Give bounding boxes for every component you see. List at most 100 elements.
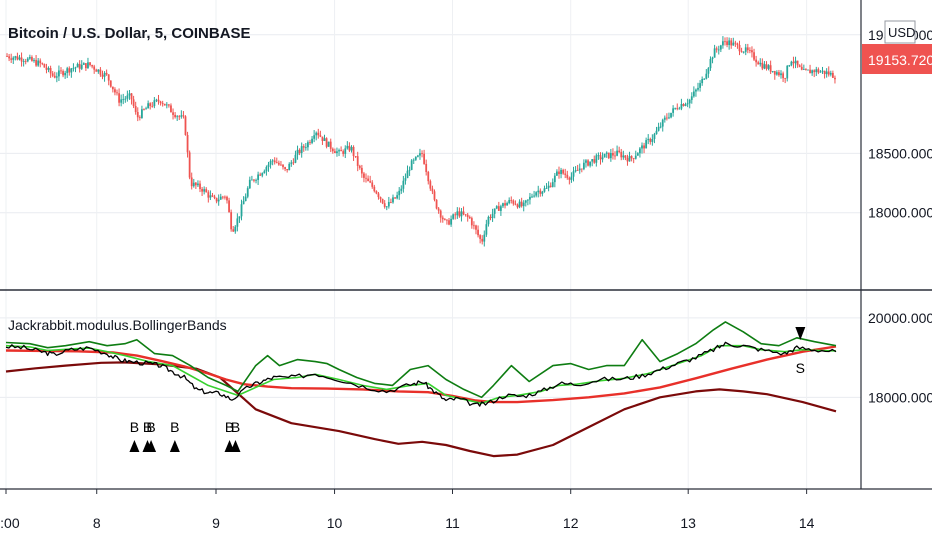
candle-body [37, 60, 40, 66]
candle-body [238, 216, 241, 219]
candle-body [624, 155, 627, 158]
candle-body [601, 157, 604, 160]
candle-body [246, 188, 249, 197]
candle-body [155, 99, 158, 101]
candle-body [70, 68, 73, 73]
candle-body [45, 67, 48, 70]
candle-body [118, 93, 120, 103]
series-basis-fast [5, 344, 837, 405]
candle-body [321, 136, 324, 141]
candle-body [558, 171, 560, 175]
indicator-pane[interactable]: B BB B BBS [5, 321, 837, 458]
candle-body [385, 206, 388, 208]
candle-body [132, 99, 135, 106]
candle-body [151, 105, 154, 107]
candle-body [120, 99, 123, 103]
candle-body [95, 69, 98, 72]
candle-body [141, 109, 143, 118]
candle-body [313, 135, 316, 139]
candle-body [221, 196, 224, 198]
candle-body [165, 104, 168, 106]
candle-body [18, 57, 21, 60]
candle-body [522, 202, 525, 207]
candle-body [605, 152, 608, 154]
candle-body [618, 150, 621, 153]
candle-body [134, 105, 137, 113]
candle-body [454, 214, 457, 216]
candle-body [529, 196, 531, 200]
candle-body [670, 112, 672, 118]
candle-body [481, 238, 484, 242]
candle-body [578, 168, 581, 171]
candle-body [253, 179, 255, 181]
candle-body [769, 65, 772, 72]
candle-body [346, 145, 349, 149]
candle-body [495, 206, 498, 209]
candle-body [487, 216, 490, 225]
candle-body [390, 202, 392, 203]
price-tick-label: 18500.0000 [868, 145, 932, 161]
vertical-grid [5, 0, 808, 489]
candle-body [163, 103, 166, 106]
candle-body [371, 182, 374, 187]
candle-body [228, 200, 230, 213]
candle-body [242, 201, 245, 205]
candle-body [753, 52, 755, 60]
buy-label: B [146, 419, 155, 435]
candle-body [734, 42, 737, 44]
candle-body [580, 168, 583, 170]
time-tick-label: 10 [327, 515, 343, 531]
candle-body [408, 169, 411, 171]
candle-body [431, 188, 434, 192]
candle-body [738, 44, 741, 52]
candle-body [398, 190, 401, 196]
candle-body [475, 225, 477, 230]
last-price-tag: 19153.7200 [862, 44, 932, 74]
candle-body [543, 188, 546, 192]
candle-body [674, 107, 677, 109]
candle-body [726, 41, 728, 45]
candle-body [697, 87, 699, 90]
candle-body [402, 180, 405, 189]
candle-body [663, 117, 666, 120]
price-pane[interactable] [6, 36, 836, 247]
price-tick-label: 18000.0000 [868, 205, 932, 221]
candle-body [719, 45, 722, 50]
candle-body [607, 152, 610, 159]
candle-body [470, 218, 473, 226]
candle-body [174, 114, 177, 118]
candle-body [468, 217, 471, 219]
currency-label: USD [888, 25, 915, 40]
indicator-tick-label: 18000.0000 [868, 389, 932, 405]
candle-body [593, 159, 596, 163]
candle-body [8, 56, 11, 59]
candle-body [178, 116, 181, 118]
candle-body [736, 43, 739, 45]
candle-body [655, 130, 658, 135]
candle-body [12, 57, 15, 60]
candle-body [93, 66, 96, 70]
candle-body [446, 219, 448, 221]
candle-body [628, 156, 631, 162]
last-price-value: 19153.7200 [868, 52, 932, 68]
candle-body [427, 171, 430, 182]
candle-body [732, 42, 735, 46]
time-axis[interactable]: 6:00 8 9 10 11 12 13 14 [0, 489, 815, 531]
candle-body [290, 162, 293, 164]
candle-body [443, 219, 446, 221]
candle-body [767, 65, 770, 69]
candle-body [78, 63, 81, 69]
candle-body [294, 154, 297, 163]
candle-body [180, 115, 183, 117]
candle-body [315, 132, 318, 136]
candle-body [701, 79, 704, 84]
candle-body [49, 68, 52, 74]
candle-body [400, 188, 403, 191]
candle-body [425, 163, 428, 172]
candle-body [72, 67, 75, 69]
candle-body [292, 162, 295, 164]
candle-body [375, 191, 378, 194]
currency-badge[interactable]: USD [884, 20, 916, 44]
candle-body [705, 73, 708, 79]
indicator-price-axis[interactable]: 18000.0000 20000.0000 [868, 310, 932, 405]
